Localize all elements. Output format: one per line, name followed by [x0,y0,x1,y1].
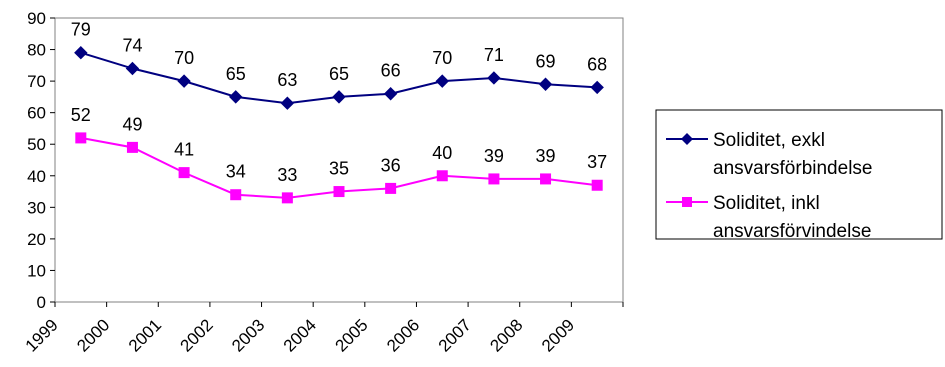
x-tick-label: 2009 [538,315,578,355]
data-label: 39 [484,146,504,166]
data-label: 41 [174,140,194,160]
data-point [488,173,500,185]
legend-label: Soliditet, inkl [713,193,820,214]
legend-label: Soliditet, exkl [713,130,825,151]
data-point [332,90,346,104]
y-tick-label: 30 [27,198,46,217]
x-tick-label: 2005 [331,315,371,355]
data-point [538,77,553,91]
y-axis: 0 10 20 30 40 50 60 70 80 90 [27,9,55,312]
data-point [125,61,140,76]
legend-marker [682,197,692,207]
data-point [230,189,242,201]
y-tick-label: 70 [27,72,46,91]
data-label: 36 [381,155,401,175]
series-1: 79 74 70 65 63 65 66 70 71 69 68 [71,20,607,110]
x-tick-label: 2007 [435,315,475,355]
data-label: 74 [122,35,142,55]
data-point [280,96,295,110]
y-tick-label: 80 [27,41,46,60]
y-tick-label: 0 [37,293,46,312]
data-label: 63 [277,70,297,90]
data-point [385,182,397,194]
data-label: 79 [71,20,91,40]
data-point [177,74,191,88]
legend-label: ansvarsförbindelse [713,158,872,179]
y-tick-label: 10 [27,261,46,280]
data-point [126,141,138,153]
y-tick-label: 40 [27,167,46,186]
data-label: 66 [381,61,401,81]
series-2: 52 49 41 34 33 35 36 40 39 39 37 [71,105,607,204]
x-tick-label: 2004 [280,315,320,355]
data-label: 34 [226,162,246,182]
data-point [383,87,398,101]
data-label: 71 [484,45,504,65]
data-label: 65 [226,64,246,84]
data-label: 68 [587,54,607,74]
y-tick-label: 50 [27,135,46,154]
x-tick-label: 2002 [177,315,217,355]
data-label: 52 [71,105,91,125]
y-tick-label: 20 [27,230,46,249]
legend: Soliditet, exklansvarsförbindelseSolidit… [655,109,943,242]
x-axis: 1999 2000 2001 2002 2003 2004 2005 2006 2007 2008… [22,302,624,356]
data-point [487,71,501,85]
data-label: 40 [432,143,452,163]
legend-entry-2: Soliditet, inkl ansvarsförvindelse [666,193,871,242]
series-group: 79 74 70 65 63 65 66 70 71 69 68 52 49 41 34 33 35 36 40 39… [71,20,607,204]
data-point [229,90,243,104]
legend-label: ansvarsförvindelse [713,221,871,242]
y-tick-label: 60 [27,104,46,123]
data-point [436,170,448,182]
data-label: 70 [174,48,194,68]
data-label: 49 [122,114,142,134]
x-tick-label: 2000 [73,315,113,355]
x-tick-label: 2006 [383,315,423,355]
x-tick-label: 2001 [125,315,165,355]
legend-marker [681,133,693,145]
data-label: 70 [432,48,452,68]
legend-entry-1: Soliditet, exkl ansvarsförbindelse [666,130,872,179]
data-label: 37 [587,152,607,172]
x-tick-label: 2003 [228,315,268,355]
plot-area [54,17,624,303]
data-point [281,192,293,204]
data-label: 35 [329,159,349,179]
data-point [178,167,190,179]
data-label: 33 [277,165,297,185]
data-point [540,173,552,185]
data-label: 69 [536,51,556,71]
x-tick-label: 1999 [22,315,62,355]
x-tick-label: 2008 [486,315,526,355]
data-label: 65 [329,64,349,84]
data-point [435,74,449,88]
data-point [75,132,87,144]
data-point [591,179,603,191]
data-point [74,46,88,60]
data-point [333,186,345,198]
data-label: 39 [536,146,556,166]
legend-box [655,109,943,240]
data-point [590,80,604,95]
y-tick-label: 90 [27,9,46,28]
